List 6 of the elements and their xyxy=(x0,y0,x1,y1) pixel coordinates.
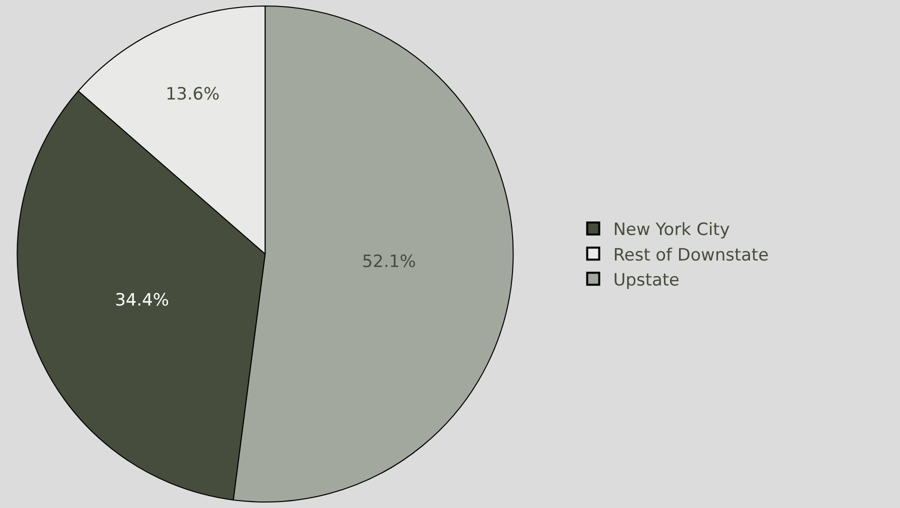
legend-label: Rest of Downstate xyxy=(613,245,769,266)
legend-label: Upstate xyxy=(613,270,680,290)
data-label: 34.4% xyxy=(114,290,169,311)
legend-label: New York City xyxy=(613,220,730,240)
data-label: 13.6% xyxy=(166,84,220,104)
data-label: 52.1% xyxy=(362,252,416,272)
